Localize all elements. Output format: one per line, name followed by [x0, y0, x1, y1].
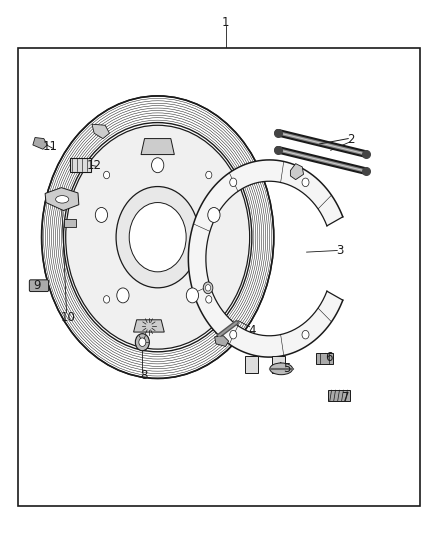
Text: 11: 11 [43, 140, 58, 153]
Circle shape [206, 171, 212, 179]
Text: 1: 1 [222, 16, 230, 29]
Bar [18, 48, 420, 506]
Circle shape [302, 178, 309, 187]
Circle shape [203, 282, 213, 294]
Polygon shape [134, 320, 164, 332]
Text: 12: 12 [87, 159, 102, 172]
Circle shape [205, 285, 211, 291]
Text: 2: 2 [346, 133, 354, 146]
Circle shape [103, 171, 110, 179]
Circle shape [230, 178, 237, 187]
Text: 8: 8 [140, 369, 147, 382]
Circle shape [103, 296, 110, 303]
Circle shape [230, 330, 237, 339]
Circle shape [116, 187, 199, 288]
Polygon shape [45, 188, 79, 211]
Text: 5: 5 [283, 362, 290, 375]
Circle shape [206, 296, 212, 303]
Ellipse shape [270, 363, 293, 375]
FancyBboxPatch shape [70, 158, 91, 172]
Text: 4: 4 [248, 324, 256, 337]
Circle shape [135, 334, 149, 351]
Circle shape [186, 288, 198, 303]
Circle shape [152, 158, 164, 173]
Circle shape [208, 207, 220, 222]
Text: 9: 9 [33, 279, 41, 292]
Polygon shape [33, 138, 47, 149]
Circle shape [117, 288, 129, 303]
Polygon shape [188, 160, 343, 357]
Text: 3: 3 [336, 244, 343, 257]
Ellipse shape [56, 196, 69, 203]
FancyBboxPatch shape [64, 219, 76, 227]
Circle shape [95, 207, 108, 222]
FancyBboxPatch shape [29, 280, 49, 292]
Circle shape [139, 338, 146, 346]
FancyBboxPatch shape [316, 353, 333, 364]
Text: 6: 6 [325, 351, 332, 364]
Circle shape [302, 330, 309, 339]
Text: 10: 10 [60, 311, 75, 324]
Polygon shape [245, 356, 258, 373]
Polygon shape [272, 356, 285, 373]
Polygon shape [141, 139, 174, 155]
Circle shape [66, 125, 250, 349]
Circle shape [129, 203, 186, 272]
FancyBboxPatch shape [328, 390, 350, 401]
Polygon shape [290, 164, 304, 180]
Text: 7: 7 [342, 391, 350, 403]
Polygon shape [92, 124, 110, 139]
Polygon shape [215, 336, 229, 346]
